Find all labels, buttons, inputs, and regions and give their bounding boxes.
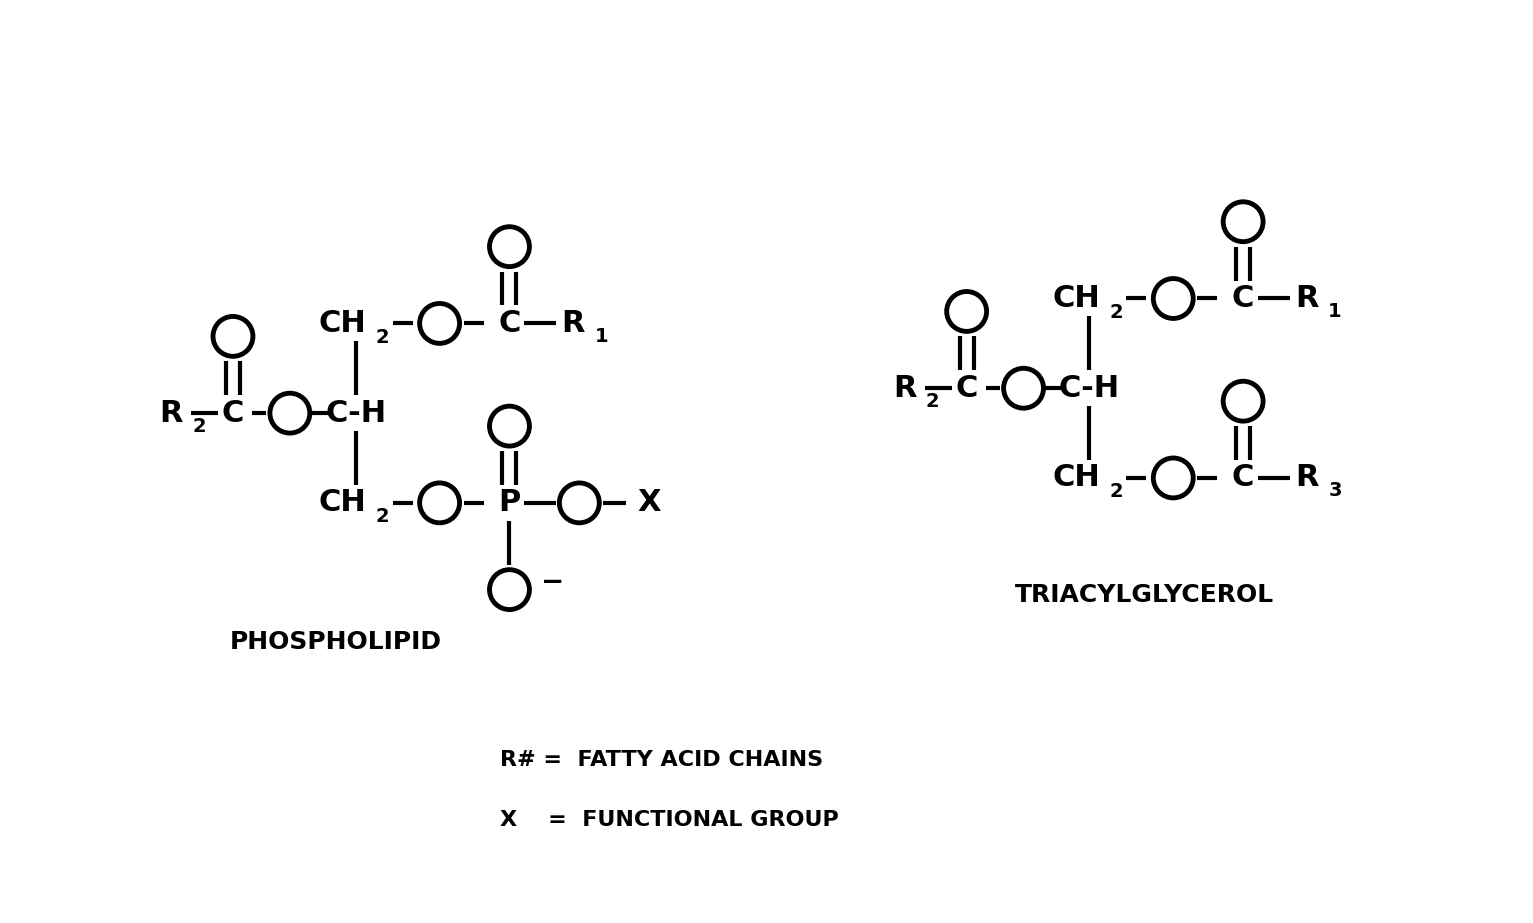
Text: R: R [894, 374, 917, 402]
Text: 3: 3 [1328, 482, 1341, 500]
Text: X: X [638, 488, 661, 518]
Text: −: − [541, 568, 564, 595]
Text: 2: 2 [192, 416, 205, 436]
Text: PHOSPHOLIPID: PHOSPHOLIPID [230, 630, 442, 654]
Text: CH: CH [1053, 284, 1101, 313]
Text: CH: CH [319, 488, 366, 518]
Text: 1: 1 [595, 327, 609, 346]
Text: TRIACYLGLYCEROL: TRIACYLGLYCEROL [1015, 582, 1274, 606]
Text: R: R [1295, 463, 1318, 493]
Text: 2: 2 [376, 328, 389, 347]
Text: 1: 1 [1328, 302, 1341, 321]
Text: C-H: C-H [1059, 374, 1121, 402]
Text: P: P [498, 488, 521, 518]
Text: C: C [498, 309, 521, 338]
Text: CH: CH [319, 309, 366, 338]
Text: CH: CH [1053, 463, 1101, 493]
Text: C: C [1233, 463, 1254, 493]
Text: 2: 2 [376, 508, 389, 526]
Text: C-H: C-H [325, 399, 386, 427]
Text: R# =  FATTY ACID CHAINS: R# = FATTY ACID CHAINS [500, 750, 823, 770]
Text: C: C [222, 399, 244, 427]
Text: C: C [955, 374, 978, 402]
Text: R: R [1295, 284, 1318, 313]
Text: 2: 2 [1110, 483, 1124, 501]
Text: X    =  FUNCTIONAL GROUP: X = FUNCTIONAL GROUP [500, 809, 839, 830]
Text: R: R [561, 309, 586, 338]
Text: C: C [1233, 284, 1254, 313]
Text: 2: 2 [1110, 303, 1124, 322]
Text: 2: 2 [926, 391, 940, 411]
Text: R: R [159, 399, 182, 427]
